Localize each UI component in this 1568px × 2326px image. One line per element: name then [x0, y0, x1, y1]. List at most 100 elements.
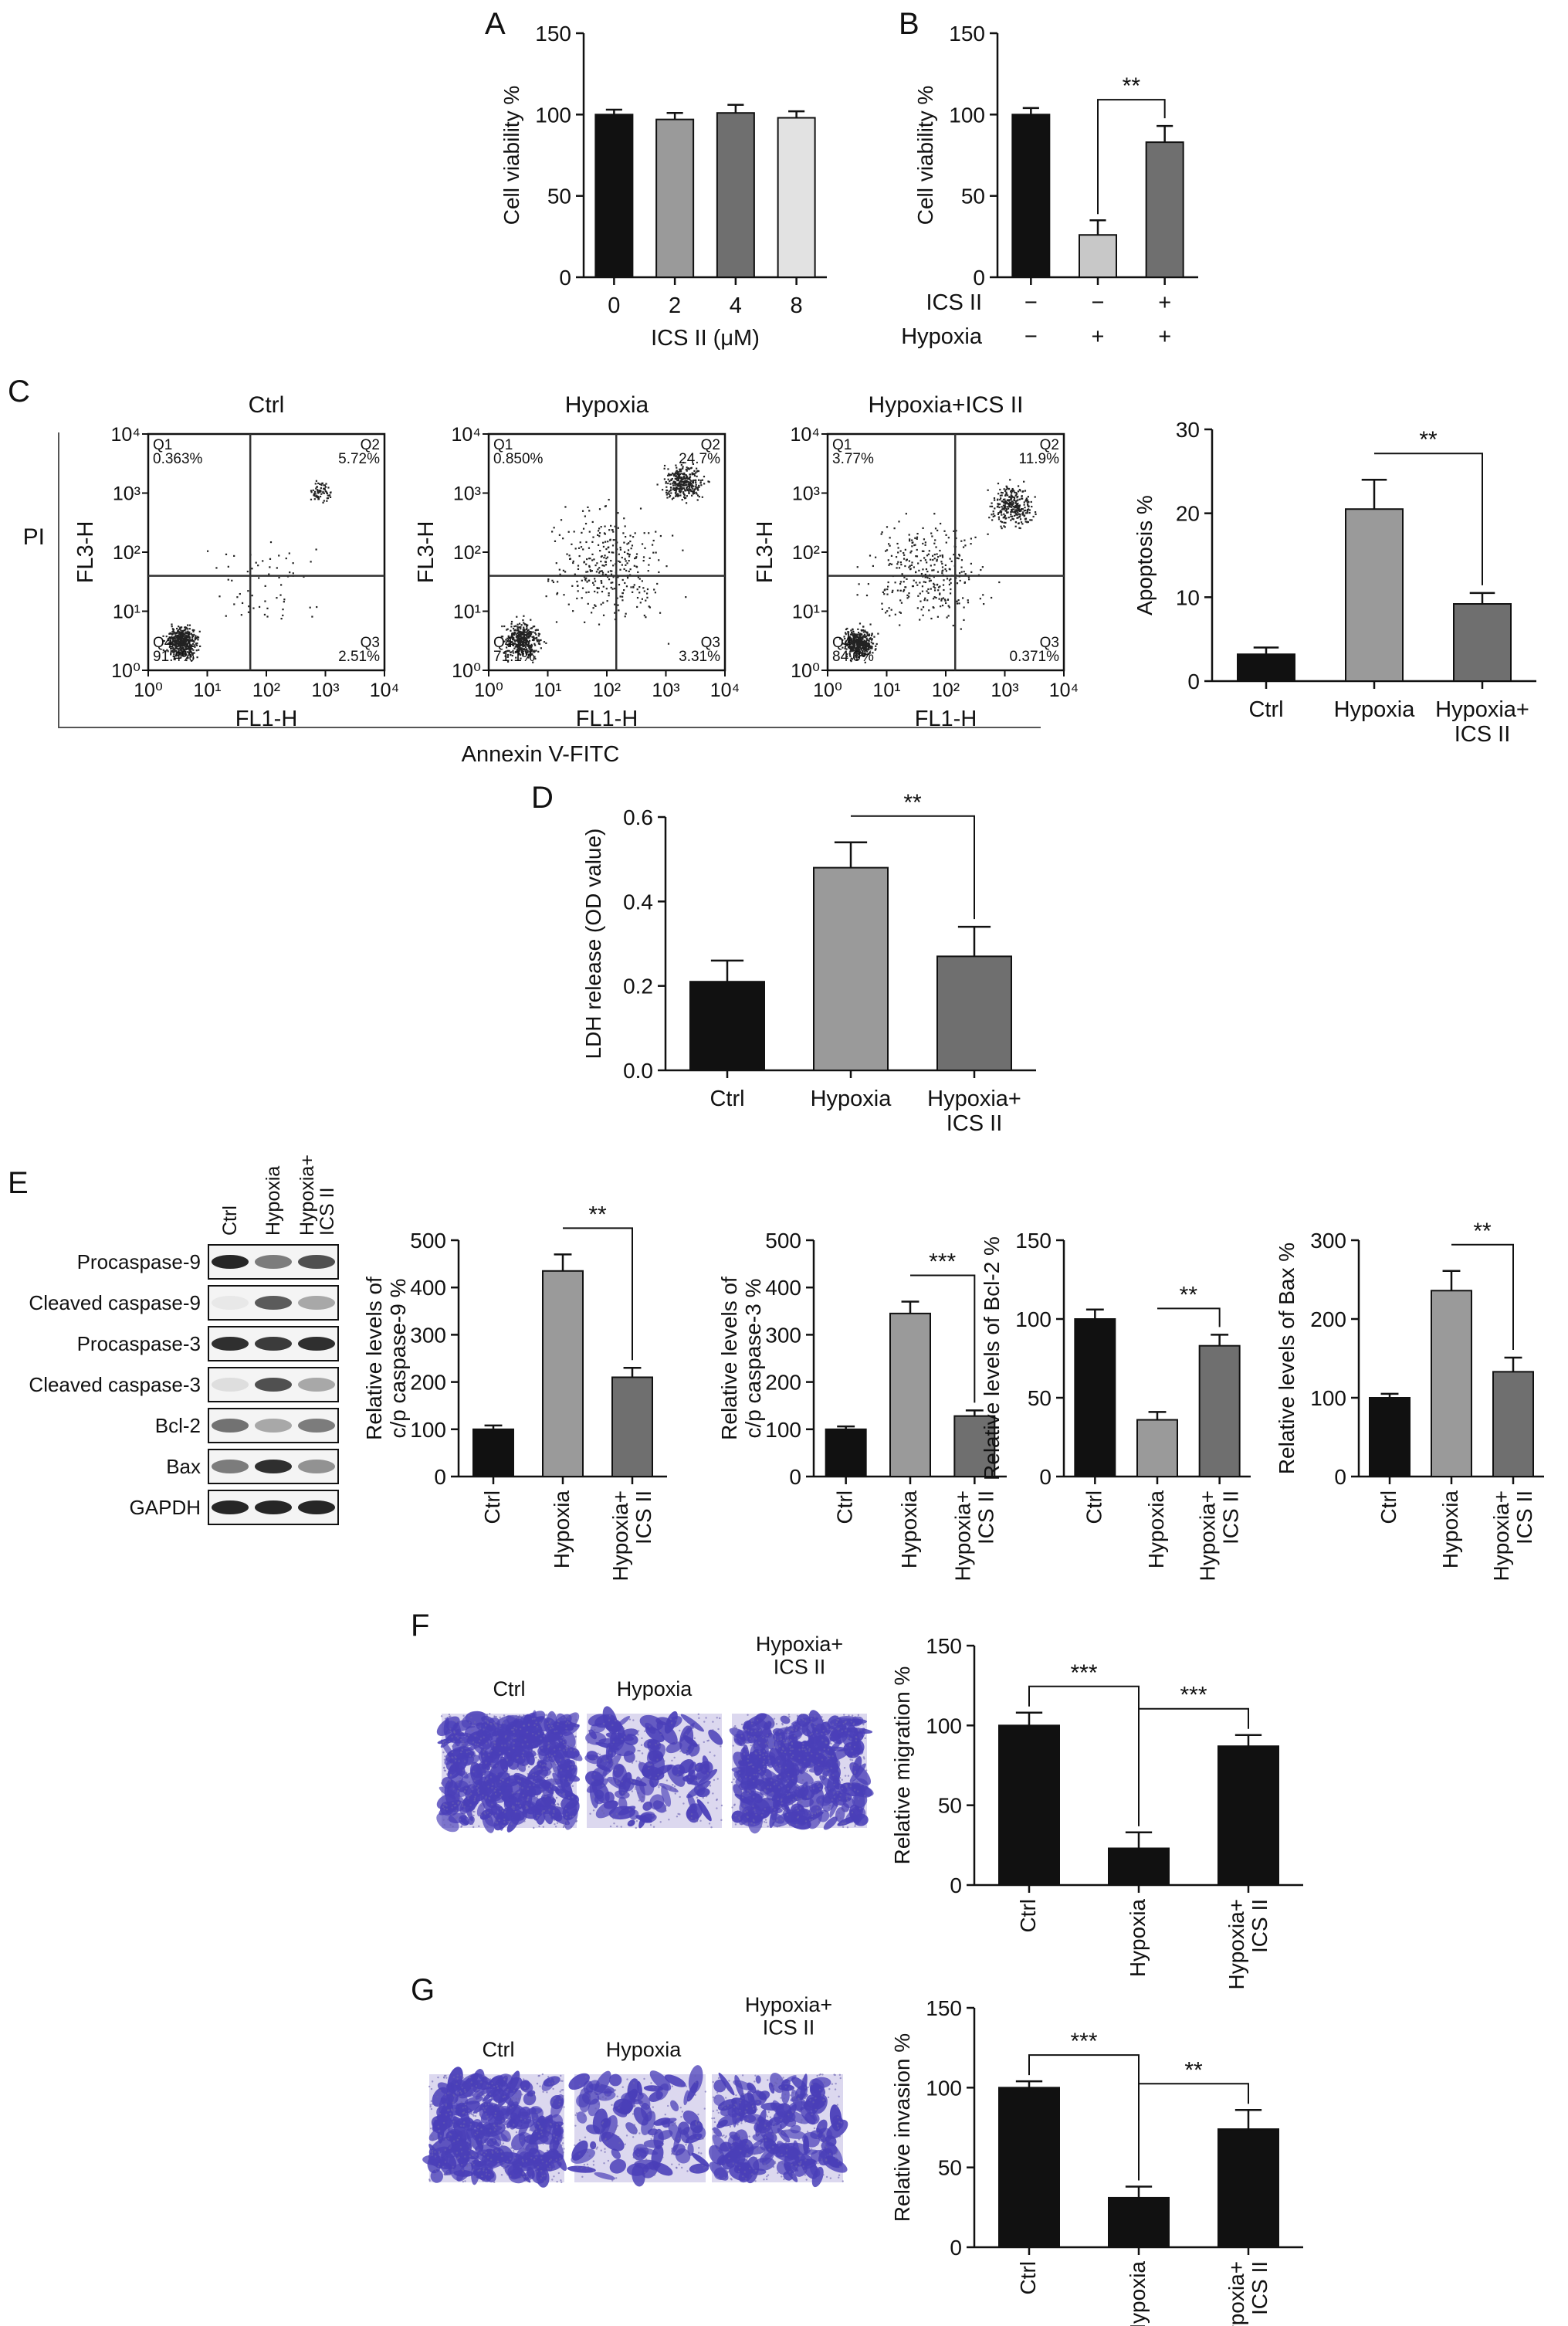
event-dot [667, 482, 669, 485]
event-dot [1004, 517, 1007, 520]
pore [804, 1785, 806, 1788]
event-dot [682, 483, 686, 485]
pore [444, 1796, 446, 1799]
pore [801, 1714, 804, 1716]
event-dot [865, 631, 868, 633]
pore [486, 1721, 489, 1724]
event-dot [908, 540, 911, 542]
pore [449, 2147, 451, 2149]
pore [767, 1825, 769, 1828]
pore [814, 1716, 816, 1719]
pore [811, 1815, 814, 1818]
event-dot [516, 638, 519, 640]
event-dot [933, 598, 935, 600]
event-dot [642, 559, 645, 562]
pore [828, 1806, 830, 1809]
cell [475, 2090, 485, 2100]
cell [448, 2092, 459, 2104]
pore [444, 1717, 447, 1720]
transwell-f-ics [729, 1710, 874, 1834]
event-dot [187, 630, 189, 632]
event-dot [991, 502, 993, 504]
pore [849, 1738, 852, 1740]
pore [779, 1767, 782, 1770]
event-dot [1020, 509, 1022, 511]
event-dot [659, 612, 662, 614]
pore [631, 1790, 634, 1792]
event-dot [516, 643, 519, 646]
pore [527, 1765, 530, 1768]
event-dot [849, 648, 852, 650]
event-dot [850, 649, 852, 652]
cell [780, 1715, 791, 1724]
pore [632, 1781, 635, 1784]
event-dot [1004, 510, 1008, 512]
event-dot [931, 569, 933, 571]
event-dot [866, 632, 869, 635]
lane-label: Hypoxia [262, 1166, 284, 1236]
event-dot [916, 536, 919, 538]
event-dot [927, 588, 930, 591]
pore [500, 1794, 503, 1797]
event-dot [936, 553, 938, 555]
pore [750, 1763, 753, 1765]
event-dot [576, 580, 578, 583]
event-dot [636, 605, 638, 609]
pore [494, 1724, 496, 1726]
event-dot [692, 493, 694, 495]
event-dot [526, 627, 528, 629]
event-dot [682, 478, 684, 480]
event-dot [860, 641, 862, 643]
pore [632, 1719, 635, 1721]
event-dot [1019, 514, 1021, 516]
pore [679, 1795, 681, 1799]
pore [769, 1735, 771, 1738]
cell [806, 1805, 823, 1829]
event-dot [558, 534, 561, 536]
pore [537, 1759, 540, 1761]
pore [483, 2075, 486, 2077]
pore [562, 1826, 565, 1829]
event-dot [685, 497, 687, 499]
event-dot [1006, 511, 1008, 514]
event-dot [190, 659, 193, 662]
pore [486, 1714, 489, 1716]
event-dot [675, 473, 678, 475]
pore [685, 1750, 688, 1753]
pore [772, 1745, 774, 1748]
event-dot [955, 530, 957, 532]
event-dot [956, 600, 958, 602]
pore [798, 1799, 801, 1802]
pore [753, 1773, 756, 1776]
event-dot [174, 640, 177, 643]
pore [705, 1795, 708, 1798]
pore [550, 1766, 552, 1769]
pore [496, 1773, 498, 1775]
event-dot [685, 469, 687, 471]
event-dot [869, 645, 872, 647]
pore [552, 1726, 554, 1729]
event-dot [853, 646, 856, 648]
transwell-f-hypoxia [584, 1706, 723, 1829]
pore [511, 1715, 513, 1717]
event-dot [598, 532, 601, 534]
event-dot [939, 592, 941, 595]
pore [449, 1728, 452, 1730]
pore [444, 2173, 447, 2175]
pore [796, 1785, 798, 1788]
event-dot [1009, 501, 1011, 504]
pore [781, 1750, 783, 1753]
cell [518, 2121, 530, 2137]
event-dot [689, 489, 692, 491]
pore [799, 1802, 802, 1804]
event-dot [980, 568, 982, 571]
event-dot [991, 514, 993, 516]
event-dot [557, 581, 559, 583]
event-dot [322, 501, 324, 504]
pore [444, 1740, 446, 1743]
pore [620, 1826, 622, 1828]
event-dot [559, 573, 561, 575]
event-dot [685, 596, 687, 598]
event-dot [857, 636, 859, 639]
pore [508, 1773, 510, 1775]
